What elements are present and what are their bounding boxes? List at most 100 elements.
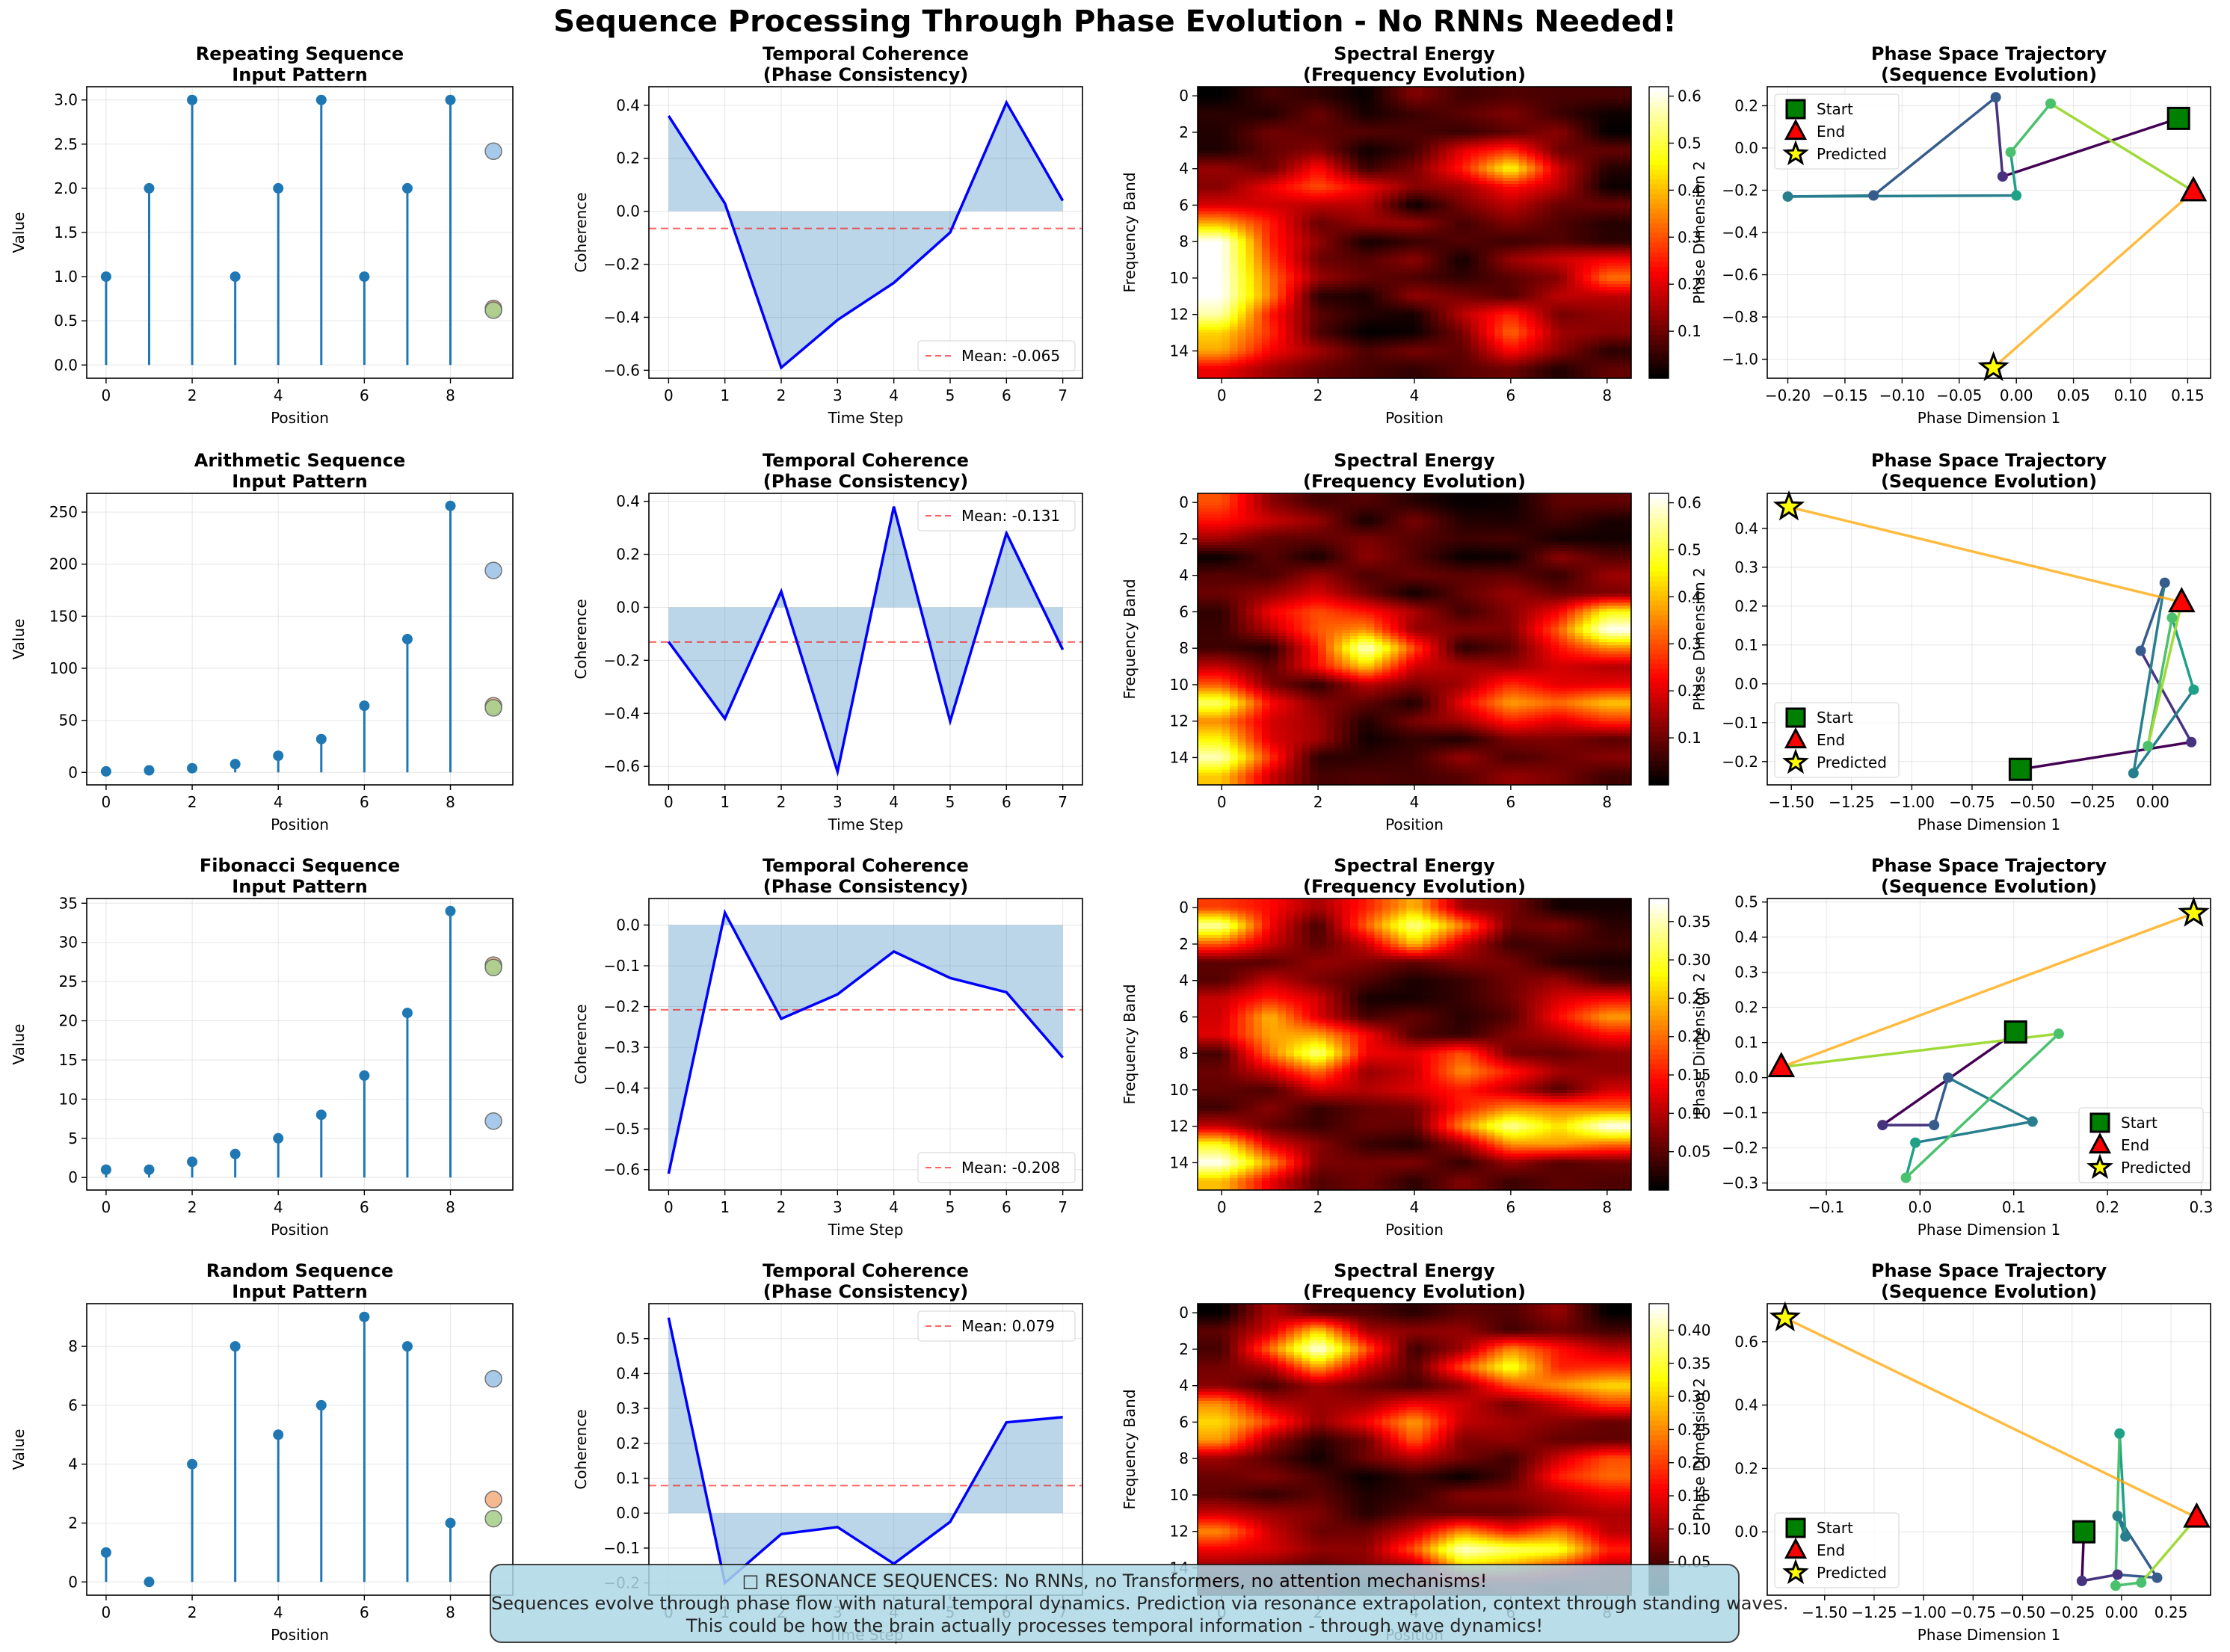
heatmap-cell — [1550, 247, 1559, 251]
heatmap-cell — [1599, 305, 1608, 309]
heatmap-cell — [1318, 126, 1327, 130]
heatmap-cell — [1350, 229, 1359, 233]
heatmap-cell — [1486, 265, 1496, 270]
heatmap-cell — [1535, 256, 1544, 261]
heatmap-cell — [1470, 168, 1479, 173]
heatmap-cell — [1310, 311, 1319, 315]
heatmap-cell — [1422, 105, 1432, 109]
heatmap-cell — [1503, 293, 1512, 297]
heatmap-cell — [1470, 287, 1479, 291]
heatmap-cell — [1366, 302, 1375, 306]
heatmap-cell — [1567, 317, 1576, 321]
heatmap-cell — [1318, 187, 1327, 191]
heatmap-cell — [1470, 129, 1479, 133]
heatmap-cell — [1438, 244, 1447, 248]
x-tick-label: 4 — [274, 386, 283, 404]
heatmap-cell — [1398, 135, 1407, 139]
heatmap-cell — [1254, 144, 1263, 148]
heatmap-cell — [1205, 223, 1215, 227]
heatmap-cell — [1446, 141, 1456, 145]
heatmap-cell — [1342, 238, 1351, 242]
heatmap-cell — [1430, 150, 1439, 154]
heatmap-cell — [1390, 284, 1399, 288]
heatmap-cell — [1446, 357, 1456, 361]
heatmap-cell — [1550, 93, 1559, 96]
heatmap-cell — [1550, 229, 1559, 233]
heatmap-cell — [1254, 308, 1263, 312]
heatmap-cell — [1486, 241, 1496, 245]
heatmap-cell — [1430, 141, 1439, 145]
heatmap-cell — [1237, 211, 1247, 215]
heatmap-cell — [1599, 262, 1608, 267]
heatmap-cell — [1542, 217, 1552, 221]
heatmap-cell — [1366, 277, 1375, 282]
heatmap-cell — [1503, 135, 1512, 139]
heatmap-cell — [1607, 153, 1616, 158]
heatmap-cell — [1567, 211, 1576, 215]
heatmap-cell — [1254, 317, 1263, 321]
heatmap-cell — [1607, 90, 1616, 93]
heatmap-cell — [1454, 159, 1464, 164]
heatmap-cell — [1390, 305, 1399, 309]
heatmap-cell — [1542, 247, 1552, 251]
heatmap-cell — [1510, 214, 1520, 218]
heatmap-cell — [1527, 290, 1536, 294]
heatmap-cell — [1430, 229, 1439, 233]
heatmap-cell — [1486, 250, 1496, 255]
heatmap-cell — [1559, 108, 1568, 112]
heatmap-cell — [1567, 296, 1576, 300]
heatmap-cell — [1261, 360, 1271, 364]
heatmap-cell — [1358, 354, 1367, 358]
heatmap-cell — [1615, 232, 1624, 236]
heatmap-cell — [1398, 345, 1407, 348]
heatmap-cell — [1478, 311, 1488, 315]
heatmap-cell — [1438, 174, 1447, 179]
heatmap-cell — [1406, 326, 1415, 330]
heatmap-cell — [1478, 205, 1488, 209]
heatmap-cell — [1237, 265, 1247, 270]
heatmap-cell — [1350, 296, 1359, 300]
heatmap-cell — [1527, 256, 1536, 261]
heatmap-cell — [1398, 153, 1407, 158]
heatmap-cell — [1615, 108, 1624, 112]
heatmap-cell — [1438, 93, 1447, 96]
heatmap-cell — [1205, 305, 1215, 309]
heatmap-cell — [1510, 162, 1520, 167]
heatmap-cell — [1527, 287, 1536, 291]
heatmap-cell — [1550, 159, 1559, 164]
heatmap-cell — [1478, 345, 1488, 348]
heatmap-cell — [1542, 120, 1552, 124]
heatmap-cell — [1237, 330, 1247, 333]
heatmap-cell — [1310, 196, 1319, 200]
heatmap-cell — [1503, 238, 1512, 242]
heatmap-cell — [1269, 208, 1279, 212]
heatmap-cell — [1318, 226, 1327, 230]
heatmap-cell — [1462, 226, 1471, 230]
heatmap-cell — [1318, 220, 1327, 224]
heatmap-cell — [1237, 223, 1247, 227]
heatmap-cell — [1486, 117, 1496, 121]
heatmap-cell — [1254, 123, 1263, 127]
heatmap-cell — [1478, 159, 1488, 164]
heatmap-cell — [1462, 217, 1471, 221]
heatmap-cell — [1574, 211, 1584, 215]
heatmap-cell — [1390, 274, 1399, 279]
heatmap-cell — [1567, 117, 1576, 121]
heatmap-cell — [1318, 253, 1327, 258]
heatmap-cell — [1550, 354, 1559, 358]
heatmap-cell — [1261, 196, 1271, 200]
heatmap-cell — [1567, 262, 1576, 267]
heatmap-cell — [1318, 114, 1327, 118]
heatmap-cell — [1237, 271, 1247, 276]
heatmap-cell — [1583, 256, 1592, 261]
heatmap-cell — [1278, 111, 1287, 115]
heatmap-cell — [1269, 132, 1279, 136]
heatmap-cell — [1406, 120, 1415, 124]
heatmap-cell — [1222, 144, 1230, 148]
heatmap-cell — [1325, 357, 1335, 361]
heatmap-cell — [1550, 123, 1559, 127]
heatmap-cell — [1542, 302, 1552, 306]
heatmap-cell — [1261, 226, 1271, 230]
heatmap-cell — [1478, 253, 1488, 258]
heatmap-cell — [1229, 330, 1239, 333]
